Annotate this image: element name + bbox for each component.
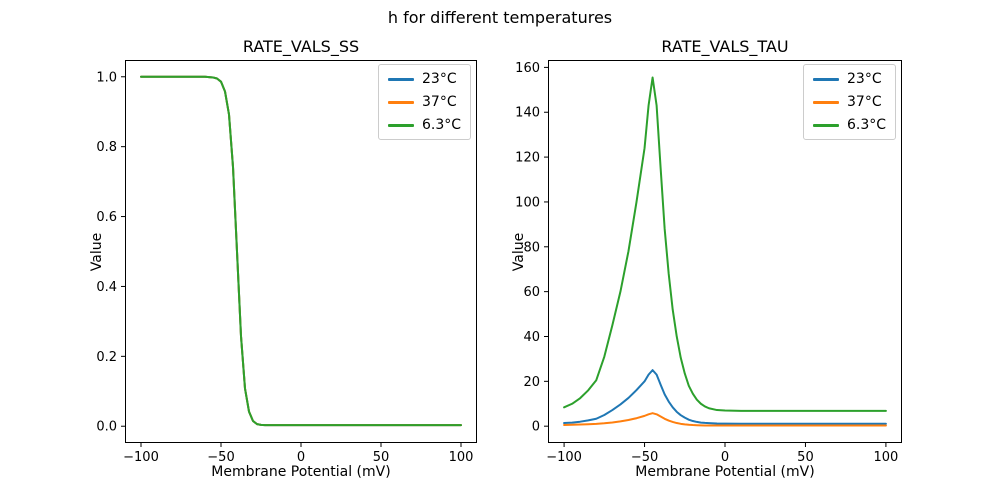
x-tick-label: −50 (207, 450, 234, 465)
legend-entry: 37°C (388, 93, 461, 111)
legend-line-swatch (813, 123, 839, 127)
tau-plot-title: RATE_VALS_TAU (661, 37, 789, 56)
series-line-37°C (563, 412, 887, 427)
x-tick-label: −100 (546, 450, 582, 465)
legend-label: 37°C (847, 94, 882, 110)
x-tick-label: 100 (873, 450, 898, 465)
x-tick-label: 50 (373, 450, 390, 465)
y-tick-label: 1.0 (96, 70, 117, 85)
ss-x-axis-label: Membrane Potential (mV) (211, 464, 391, 480)
legend-entry: 6.3°C (388, 116, 461, 134)
legend-label: 23°C (422, 71, 457, 87)
axes-spines (548, 60, 902, 443)
legend-entry: 23°C (388, 70, 461, 88)
axes-spines (125, 60, 477, 443)
y-tick-label: 60 (523, 285, 540, 300)
tau-y-axis-label: Value (511, 232, 527, 272)
y-tick-label: 0.8 (96, 140, 117, 155)
ss-legend: 23°C 37°C 6.3°C (378, 64, 472, 140)
legend-line-swatch (813, 100, 839, 104)
legend-entry: 6.3°C (813, 116, 886, 134)
y-tick-label: 0.4 (96, 280, 117, 295)
y-tick-label: 20 (523, 375, 540, 390)
y-tick-label: 100 (515, 195, 540, 210)
y-tick-label: 140 (515, 106, 540, 121)
y-tick-label: 0.6 (96, 210, 117, 225)
legend-label: 37°C (422, 94, 457, 110)
x-tick-label: 0 (721, 450, 729, 465)
y-tick-label: 0.2 (96, 350, 117, 365)
legend-line-swatch (388, 77, 414, 81)
x-tick-label: 50 (797, 450, 814, 465)
series-line-6.3°C (563, 76, 887, 412)
tau-plot-canvas: −100 −50 0 50 100 0 20 40 60 80 100 120 140 160 (515, 60, 902, 465)
series-line-23°C (563, 369, 887, 425)
legend-entry: 23°C (813, 70, 886, 88)
y-tick-label: 80 (523, 240, 540, 255)
ss-y-axis-label: Value (89, 232, 105, 272)
legend-label: 6.3°C (847, 117, 887, 133)
legend-line-swatch (813, 77, 839, 81)
x-tick-label: 100 (449, 450, 474, 465)
y-tick-label: 0 (532, 420, 540, 435)
legend-label: 23°C (847, 71, 882, 87)
y-tick-label: 120 (515, 151, 540, 166)
legend-label: 6.3°C (422, 117, 462, 133)
tau-x-axis-label: Membrane Potential (mV) (635, 464, 815, 480)
ss-plot-canvas: −100 −50 0 50 100 0.0 0.2 0.4 0.6 0.8 1.0 (96, 60, 477, 465)
x-tick-label: −50 (631, 450, 658, 465)
x-tick-label: −100 (123, 450, 159, 465)
ss-plot-title: RATE_VALS_SS (242, 37, 360, 56)
legend-line-swatch (388, 123, 414, 127)
x-tick-label: 0 (297, 450, 305, 465)
legend-line-swatch (388, 100, 414, 104)
y-tick-label: 160 (515, 61, 540, 76)
series-line-6.3°C (140, 75, 462, 427)
legend-entry: 37°C (813, 93, 886, 111)
y-tick-label: 40 (523, 330, 540, 345)
figure-suptitle: h for different temperatures (387, 8, 613, 27)
tau-legend: 23°C 37°C 6.3°C (803, 64, 897, 140)
y-tick-label: 0.0 (96, 420, 117, 435)
